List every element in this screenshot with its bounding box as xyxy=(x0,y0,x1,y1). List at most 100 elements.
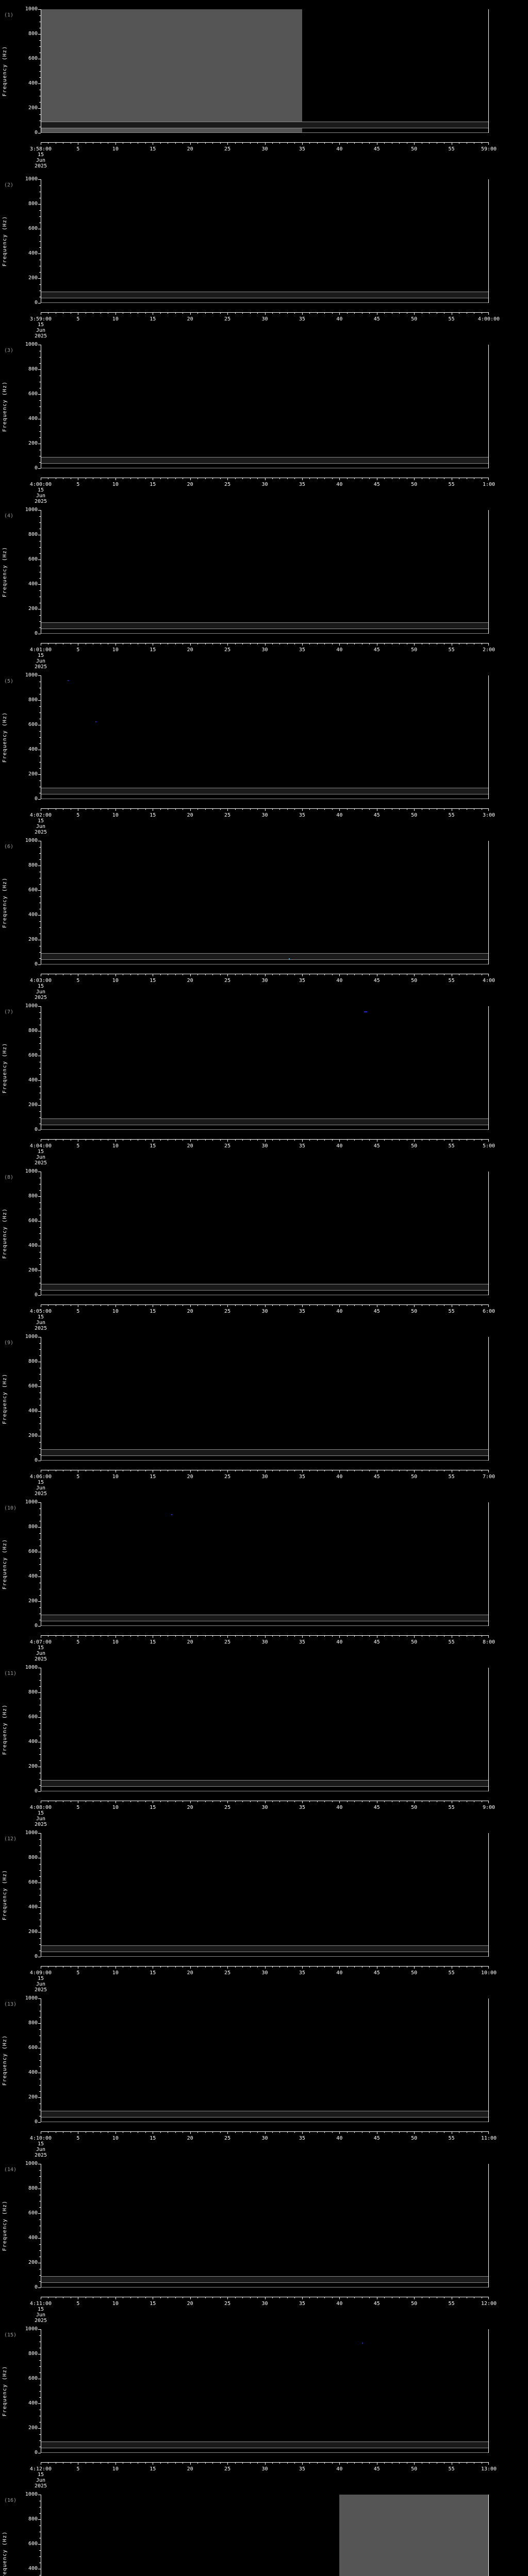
y-tick-label: 800 xyxy=(0,1855,41,1860)
y-tick-text: 800 xyxy=(28,862,38,868)
x-tick-label: 5 xyxy=(76,1805,80,1810)
x-tick-label: 45 xyxy=(373,316,380,322)
spectrogram-plot-area[interactable] xyxy=(41,9,489,133)
spectrogram-plot-area[interactable] xyxy=(41,1833,489,1957)
spectrogram-plot-area[interactable] xyxy=(41,345,489,468)
y-tick-label: 400 xyxy=(0,1574,41,1579)
spectrogram-plot-area[interactable] xyxy=(41,1998,489,2122)
x-minor-tick xyxy=(279,478,280,479)
detection-marker[interactable] xyxy=(171,1514,173,1515)
x-axis-end-label: 12:00 xyxy=(481,2301,497,2307)
x-tick-label: 30 xyxy=(261,2466,268,2472)
date-year: 2025 xyxy=(34,2153,47,2158)
x-minor-tick xyxy=(160,1470,161,1471)
date-day: 15 xyxy=(37,2141,44,2147)
y-tick-label: 600 xyxy=(0,1715,41,1720)
spectrogram-panel: (15) Frequency (Hz) 1000 800 600 400 200 0 4:12:… xyxy=(0,2320,528,2489)
y-tick-label: 0 xyxy=(0,1623,41,1629)
x-major-tick xyxy=(339,974,340,976)
detection-marker[interactable] xyxy=(288,958,290,960)
x-minor-tick xyxy=(384,2131,385,2133)
y-minor-tick xyxy=(39,2391,41,2392)
x-major-tick xyxy=(190,312,191,315)
y-tick-text: 200 xyxy=(28,2425,38,2431)
x-minor-tick xyxy=(294,2131,295,2133)
date-month: Jun xyxy=(36,1485,46,1491)
x-minor-tick xyxy=(220,2131,221,2133)
y-minor-tick xyxy=(39,210,41,211)
x-minor-tick xyxy=(272,1304,273,1306)
x-tick-label: 15 xyxy=(150,316,156,322)
x-minor-tick xyxy=(429,2462,430,2464)
x-minor-tick xyxy=(324,2462,325,2464)
x-tick-label: 20 xyxy=(187,1639,193,1645)
x-minor-tick xyxy=(332,974,333,975)
y-tick-mark xyxy=(38,2122,41,2123)
spectrogram-plot-area[interactable] xyxy=(41,1172,489,1295)
x-tick-label: 35 xyxy=(299,1970,305,1976)
y-tick-label: 800 xyxy=(0,2351,41,2357)
x-axis: 4:02:00 5 10 15 20 25 30 35 40 45 50 55 3:00 15 Jun 202… xyxy=(30,808,495,835)
detection-marker[interactable] xyxy=(68,680,69,682)
y-tick-text: 400 xyxy=(28,1573,38,1579)
x-major-tick xyxy=(227,1635,228,1638)
x-minor-tick xyxy=(250,312,251,314)
x-minor-tick xyxy=(250,1801,251,1802)
spectrogram-plot-area[interactable] xyxy=(41,841,489,964)
y-tick-text: 0 xyxy=(34,796,38,802)
spectrogram-panel: (12) Frequency (Hz) 1000 800 600 400 200 0 4:09:… xyxy=(0,1824,528,1993)
x-tick-label: 50 xyxy=(411,1970,418,1976)
detection-marker[interactable] xyxy=(361,2343,363,2344)
spectrogram-plot-area[interactable] xyxy=(41,1668,489,1791)
x-tick-label: 55 xyxy=(448,1805,455,1810)
spectrogram-plot-area[interactable] xyxy=(41,1337,489,1461)
spectrogram-plot-area[interactable] xyxy=(41,1006,489,1130)
y-tick-mark xyxy=(38,2428,41,2429)
detection-marker[interactable] xyxy=(364,1011,368,1012)
y-tick-text: 0 xyxy=(34,130,38,135)
x-minor-tick xyxy=(369,1966,370,1968)
x-minor-tick xyxy=(399,1635,400,1637)
y-tick-mark xyxy=(38,2403,41,2404)
y-minor-tick xyxy=(39,2207,41,2208)
x-minor-tick xyxy=(399,1470,400,1471)
x-minor-tick xyxy=(212,1966,213,1968)
x-tick-label: 20 xyxy=(187,482,193,487)
x-tick-label: 30 xyxy=(261,978,268,984)
y-minor-tick xyxy=(39,1074,41,1075)
detection-marker[interactable] xyxy=(95,721,96,722)
spectrogram-plot-area[interactable] xyxy=(41,1502,489,1626)
spectrogram-plot-area[interactable] xyxy=(41,675,489,799)
y-minor-tick xyxy=(39,2397,41,2398)
spectrogram-panel: (8) Frequency (Hz) 1000 800 600 400 200 0 4:05:0… xyxy=(0,1162,528,1332)
low-frequency-haze xyxy=(41,953,489,960)
x-minor-tick xyxy=(294,312,295,314)
spectrogram-plot-area[interactable] xyxy=(41,179,489,303)
x-minor-tick xyxy=(130,2462,131,2464)
x-minor-tick xyxy=(272,2297,273,2298)
x-tick-label: 35 xyxy=(299,2466,305,2472)
y-tick-mark xyxy=(38,1295,41,1296)
x-minor-tick xyxy=(175,808,176,810)
x-minor-tick xyxy=(346,1470,348,1471)
y-tick-text: 1000 xyxy=(25,1665,38,1670)
x-minor-tick xyxy=(175,478,176,479)
y-axis: 1000 800 600 400 200 0 xyxy=(0,7,41,135)
y-tick-mark xyxy=(38,1717,41,1718)
x-minor-tick xyxy=(346,478,348,479)
y-tick-label: 1000 xyxy=(0,1334,41,1340)
spectrogram-plot-area[interactable] xyxy=(41,2495,489,2576)
x-tick-label: 25 xyxy=(224,1474,231,1480)
x-minor-tick xyxy=(257,1470,258,1471)
x-axis-start-label: 4:11:00 xyxy=(29,2301,52,2307)
x-minor-tick xyxy=(287,1635,288,1637)
spectrogram-plot-area[interactable] xyxy=(41,510,489,634)
x-axis-date-label: 15 Jun 2025 xyxy=(35,984,47,1001)
y-minor-tick xyxy=(39,884,41,885)
x-minor-tick xyxy=(242,478,243,479)
spectrogram-plot-area[interactable] xyxy=(41,2164,489,2287)
y-minor-tick xyxy=(39,1864,41,1865)
x-major-tick xyxy=(302,1304,303,1307)
y-tick-label: 0 xyxy=(0,1458,41,1463)
spectrogram-plot-area[interactable] xyxy=(41,2329,489,2453)
